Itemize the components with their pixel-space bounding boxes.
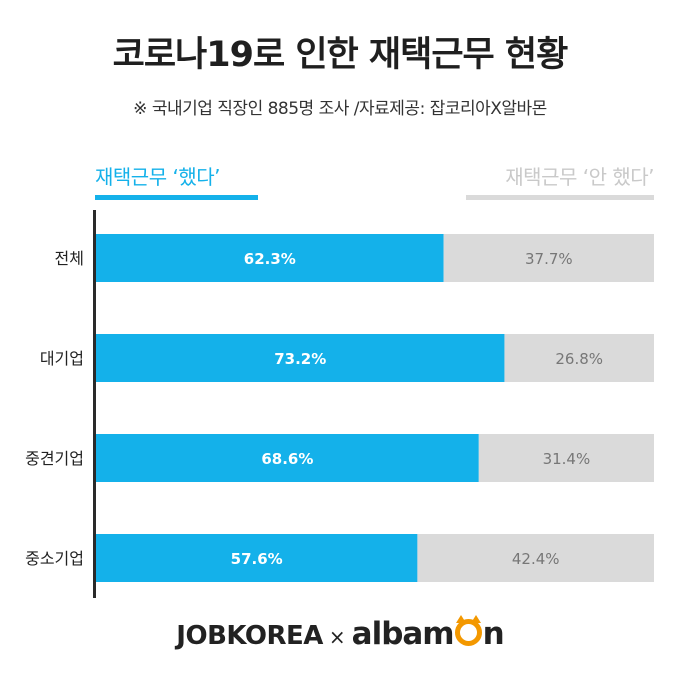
bar-did xyxy=(96,534,418,582)
albamon-cat-o-icon xyxy=(454,615,482,646)
bar-label-did: 68.6% xyxy=(261,450,313,468)
category-label: 대기업 xyxy=(40,349,84,368)
legend-did-not: 재택근무 ‘안 했다’ xyxy=(466,162,655,200)
bar-label-did-not: 42.4% xyxy=(512,550,560,568)
albamon-logo-end: n xyxy=(482,616,505,652)
bar-did-not xyxy=(417,534,654,582)
category-axis-line xyxy=(93,210,96,598)
bar-did xyxy=(96,334,505,382)
chart-title: 코로나19로 인한 재택근무 현황 xyxy=(112,35,569,75)
albamon-logo: albam n xyxy=(351,615,505,652)
logo-separator: × xyxy=(328,625,346,649)
legend-did: 재택근무 ‘했다’ xyxy=(95,162,258,200)
albamon-logo-start: albam xyxy=(351,616,455,652)
category-label: 전체 xyxy=(55,249,84,268)
category-label: 중소기업 xyxy=(25,549,84,568)
chart-subtitle: ※ 국내기업 직장인 885명 조사 /자료제공: 잡코리아X알바몬 xyxy=(133,99,547,119)
bar-did xyxy=(96,434,479,482)
category-label: 중견기업 xyxy=(25,449,84,468)
bar-did-not xyxy=(504,334,654,382)
bar-label-did-not: 26.8% xyxy=(555,350,603,368)
jobkorea-logo: JOBKOREA xyxy=(176,621,323,651)
footer-logo: JOBKOREA × albam n xyxy=(0,615,680,652)
bar-label-did: 73.2% xyxy=(274,350,326,368)
bar-label-did: 57.6% xyxy=(231,550,283,568)
bar-label-did-not: 31.4% xyxy=(543,450,591,468)
bar-label-did: 62.3% xyxy=(244,250,296,268)
bar-did-not xyxy=(443,234,654,282)
bar-label-did-not: 37.7% xyxy=(525,250,573,268)
bar-did-not xyxy=(478,434,654,482)
bar-did xyxy=(96,234,444,282)
